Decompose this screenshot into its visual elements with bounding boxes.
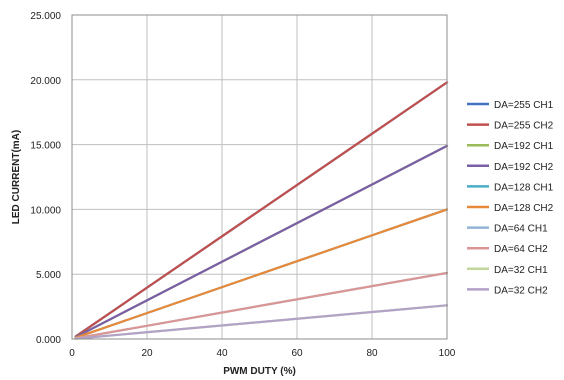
- x-tick-label: 100: [439, 348, 456, 359]
- plot-area-frame: [71, 14, 448, 340]
- x-tick-label: 60: [291, 348, 303, 359]
- x-tick-label: 20: [141, 348, 153, 359]
- series-line: [74, 81, 449, 338]
- legend-label: DA=128 CH1: [494, 182, 554, 193]
- x-tick-label: 40: [216, 348, 228, 359]
- x-tick-label: 80: [366, 348, 378, 359]
- y-axis-title: LED CURRENT(mA): [11, 130, 22, 224]
- x-axis-title: PWM DUTY (%): [223, 366, 296, 377]
- legend-label: DA=255 CH1: [494, 100, 554, 111]
- legend-label: DA=32 CH2: [494, 285, 548, 296]
- legend-label: DA=64 CH1: [494, 224, 548, 235]
- y-tick-label: 10.000: [30, 205, 61, 216]
- series-line: [74, 208, 449, 339]
- y-tick-label: 5.000: [36, 270, 61, 281]
- y-tick-label: 0.000: [36, 335, 61, 346]
- x-tick-label: 0: [69, 348, 75, 359]
- series-line: [74, 271, 449, 340]
- legend-label: DA=192 CH2: [494, 162, 554, 173]
- legend: DA=255 CH1 DA=255 CH2 DA=192 CH1 DA=192 CH2…: [467, 100, 554, 296]
- series-line: [74, 304, 449, 340]
- series-lines: [74, 81, 449, 340]
- y-tick-label: 15.000: [30, 141, 61, 152]
- x-tick-labels: 0 20 40 60 80 100: [69, 348, 456, 359]
- y-tick-label: 25.000: [30, 11, 61, 22]
- legend-label: DA=128 CH2: [494, 203, 554, 214]
- legend-label: DA=32 CH1: [494, 265, 548, 276]
- y-tick-labels: 0.000 5.000 10.000 15.000 20.000 25.000: [30, 11, 61, 346]
- legend-label: DA=192 CH1: [494, 141, 554, 152]
- legend-label: DA=255 CH2: [494, 121, 554, 132]
- series-line: [74, 144, 449, 339]
- legend-label: DA=64 CH2: [494, 244, 548, 255]
- y-tick-label: 20.000: [30, 76, 61, 87]
- grid-lines: [71, 14, 448, 340]
